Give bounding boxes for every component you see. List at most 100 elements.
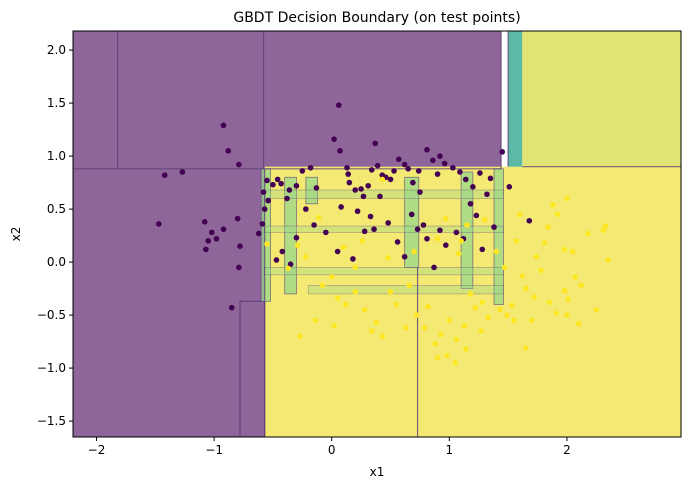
scatter-point-class-1 (513, 238, 520, 244)
scatter-point-class-1 (352, 288, 359, 295)
scatter-point-class-1 (575, 320, 582, 327)
scatter-point-class-0 (179, 169, 186, 175)
plot-frame (72, 30, 682, 438)
scatter-point-class-0 (487, 175, 494, 182)
scatter-point-class-1 (481, 216, 488, 223)
scatter-point-class-1 (453, 336, 460, 343)
x-tick-label: 0 (328, 443, 336, 457)
scatter-point-class-0 (225, 147, 232, 154)
scatter-point-class-1 (565, 296, 571, 302)
scatter-point-class-0 (161, 172, 168, 178)
scatter-point-class-0 (450, 164, 456, 171)
scatter-point-class-0 (346, 179, 353, 186)
scatter-point-class-1 (464, 222, 470, 228)
scatter-point-class-0 (261, 206, 268, 212)
scatter-point-class-1 (359, 238, 366, 244)
scatter-point-class-1 (442, 215, 449, 222)
scatter-point-class-0 (352, 187, 359, 193)
scatter-point-class-1 (403, 325, 409, 331)
decision-region-class-0 (239, 300, 266, 437)
scatter-point-class-0 (365, 182, 371, 189)
scatter-point-class-1 (331, 322, 337, 329)
scatter-point-class-0 (228, 304, 235, 311)
scatter-point-class-1 (340, 244, 347, 251)
y-tick-label: −1.0 (37, 361, 66, 375)
scatter-point-class-1 (578, 282, 584, 289)
scatter-point-class-1 (334, 295, 341, 301)
scatter-point-class-0 (506, 184, 513, 190)
scatter-point-class-0 (526, 217, 533, 224)
scatter-point-class-1 (425, 303, 431, 310)
y-tick-label: 1.0 (47, 149, 66, 163)
scatter-point-class-1 (531, 294, 537, 300)
scatter-point-class-0 (335, 102, 342, 109)
scatter-point-class-0 (441, 160, 448, 167)
scatter-point-class-0 (354, 208, 361, 215)
y-tick-label: 0.0 (47, 255, 66, 269)
scatter-point-class-0 (337, 147, 343, 154)
scatter-point-class-0 (345, 171, 351, 177)
x-tick-label: −2 (88, 443, 106, 457)
scatter-point-class-0 (420, 222, 427, 228)
scatter-point-class-1 (600, 227, 607, 234)
scatter-point-class-0 (361, 228, 368, 235)
scatter-point-class-1 (462, 346, 469, 352)
scatter-point-class-0 (334, 248, 341, 255)
scatter-point-class-1 (533, 253, 540, 260)
scatter-point-class-0 (437, 227, 443, 234)
scatter-point-class-1 (385, 255, 391, 261)
scatter-point-class-1 (444, 352, 450, 359)
scatter-point-class-1 (438, 331, 444, 337)
scatter-point-class-1 (485, 314, 491, 321)
y-axis: −1.5 −1.0 −0.5 0.0 0.5 1.0 1.5 2.0 (37, 43, 73, 428)
scatter-point-class-1 (368, 328, 375, 334)
scatter-point-class-1 (472, 304, 478, 311)
scatter-point-class-0 (274, 176, 281, 183)
scatter-point-class-0 (457, 169, 463, 175)
scatter-point-class-1 (312, 317, 319, 324)
scatter-point-class-1 (315, 214, 322, 221)
y-axis-label: x2 (9, 227, 23, 242)
scatter-point-class-0 (331, 136, 337, 142)
decision-region-class-1 (508, 166, 681, 437)
scatter-point-class-1 (517, 211, 523, 218)
boundary-band (264, 267, 504, 276)
scatter-point-class-0 (499, 149, 506, 155)
scatter-point-class-1 (561, 287, 568, 294)
decision-region-class-transition (508, 31, 523, 167)
scatter-point-class-1 (406, 282, 413, 289)
scatter-point-class-0 (453, 229, 460, 236)
scatter-point-class-0 (265, 197, 272, 204)
boundary-band (307, 285, 504, 295)
scatter-point-class-0 (208, 229, 215, 236)
scatter-point-class-1 (508, 302, 515, 309)
scatter-point-class-0 (484, 191, 490, 198)
scatter-point-class-0 (286, 187, 293, 193)
scatter-point-class-1 (541, 240, 548, 246)
scatter-point-class-0 (437, 153, 443, 159)
scatter-point-class-1 (478, 328, 484, 334)
scatter-point-class-1 (452, 359, 459, 366)
y-tick-label: −0.5 (37, 308, 66, 322)
scatter-point-class-0 (205, 238, 212, 244)
scatter-point-class-1 (413, 312, 420, 318)
scatter-point-class-1 (387, 288, 394, 295)
x-tick-label: 1 (446, 443, 454, 457)
test-points (156, 102, 611, 366)
scatter-point-class-0 (293, 234, 300, 241)
scatter-point-class-0 (395, 156, 402, 163)
scatter-point-class-0 (338, 204, 344, 210)
scatter-point-class-0 (374, 162, 381, 169)
scatter-point-class-0 (270, 181, 276, 188)
boundary-band (493, 168, 504, 305)
scatter-point-class-1 (511, 317, 517, 324)
scatter-point-class-0 (323, 229, 329, 236)
scatter-point-class-0 (405, 166, 411, 172)
scatter-point-class-1 (570, 248, 576, 255)
scatter-point-class-1 (458, 238, 464, 244)
scatter-point-class-0 (278, 180, 284, 187)
scatter-point-class-1 (455, 250, 462, 257)
scatter-point-class-0 (293, 182, 300, 189)
scatter-point-class-1 (319, 282, 326, 289)
